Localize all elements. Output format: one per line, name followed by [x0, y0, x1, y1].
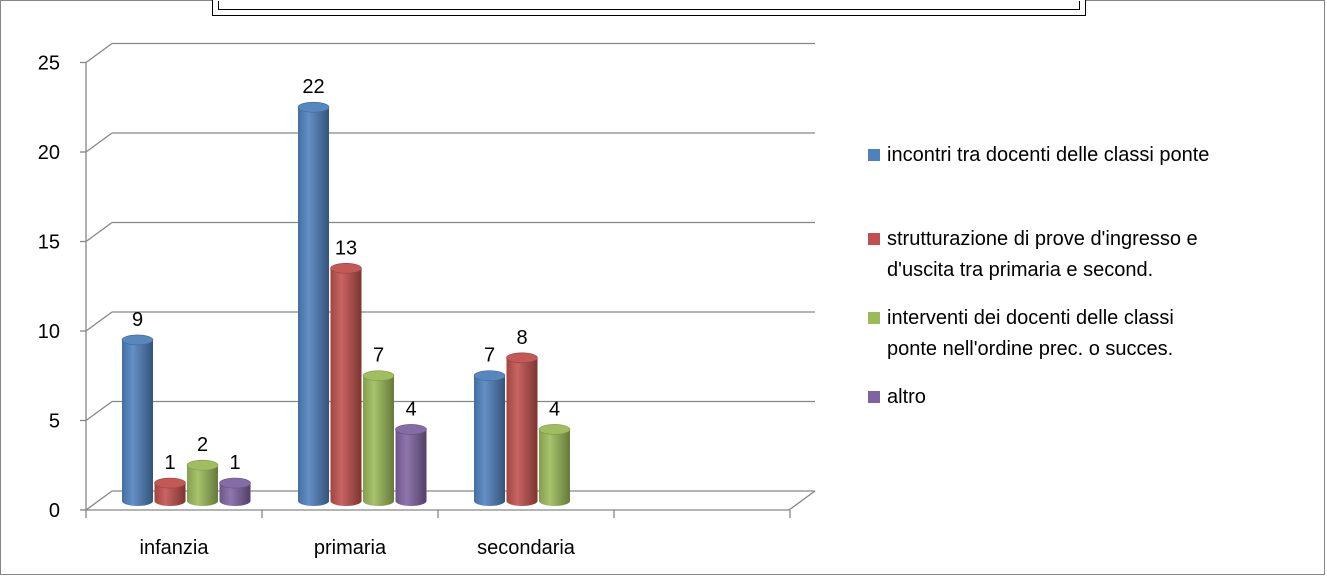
bar-body	[395, 429, 427, 507]
bar	[473, 370, 506, 506]
bar-cap	[538, 424, 571, 435]
data-label: 9	[132, 309, 143, 331]
bar-cap	[395, 424, 427, 435]
x-tick-label: primaria	[314, 537, 387, 559]
x-tick-label: secondaria	[477, 537, 576, 559]
bar	[362, 370, 395, 507]
y-tick-label: 0	[49, 500, 60, 522]
bar	[121, 334, 154, 507]
bar-body	[122, 339, 153, 507]
bar-cap	[473, 370, 506, 382]
bar-body	[474, 375, 505, 506]
y-tick-label: 20	[38, 142, 60, 164]
bar	[297, 101, 330, 507]
bar-cap	[362, 370, 395, 382]
bar-cap	[297, 101, 330, 113]
data-label: 4	[549, 398, 560, 420]
floor-right-edge	[788, 490, 816, 511]
bar	[538, 424, 571, 507]
data-label: 1	[164, 452, 175, 474]
bar-body	[298, 107, 329, 507]
x-tick-label: infanzia	[140, 537, 210, 559]
bar-cap	[330, 262, 362, 274]
data-label: 7	[484, 345, 495, 367]
gridline-depth	[85, 490, 113, 511]
legend-item-interventi: interventi dei docenti delle classi pont…	[868, 303, 1174, 365]
gridline-depth	[85, 42, 113, 64]
gridline-depth	[85, 400, 113, 422]
gridline-depth	[85, 311, 113, 332]
bar	[154, 477, 186, 507]
legend-label: strutturazione di prove d'ingresso e d'u…	[887, 228, 1198, 281]
data-label: 7	[373, 345, 384, 367]
bar-body	[539, 429, 570, 507]
title-placeholder-box	[212, 0, 1086, 16]
data-label: 2	[197, 434, 208, 456]
y-tick-label: 15	[38, 232, 60, 254]
bar	[186, 459, 219, 507]
bar-body	[330, 268, 362, 507]
legend-swatch	[868, 149, 880, 161]
legend-label: interventi dei docenti delle classi pont…	[887, 307, 1174, 360]
data-label: 1	[229, 452, 240, 474]
bar-cap	[219, 477, 251, 489]
legend-swatch	[868, 233, 880, 245]
y-tick-label: 25	[38, 53, 60, 75]
data-label: 8	[516, 327, 527, 349]
y-tick-label: 5	[49, 411, 60, 433]
bar-cap	[506, 352, 538, 364]
bar	[506, 352, 538, 507]
legend-label: altro	[887, 386, 926, 408]
legend-label: incontri tra docenti delle classi ponte	[887, 144, 1210, 166]
legend-item-altro: altro	[868, 382, 926, 413]
bar-body	[363, 375, 394, 507]
bar	[219, 477, 251, 506]
bar-cap	[154, 477, 186, 489]
legend-swatch	[868, 391, 880, 403]
bar-cap	[121, 334, 154, 346]
bar-body	[219, 483, 251, 506]
bar-layer	[121, 101, 571, 507]
bar	[330, 262, 362, 507]
data-label: 22	[302, 76, 324, 98]
bar	[395, 424, 427, 507]
grid-layer	[85, 42, 815, 511]
bar-body	[506, 357, 538, 507]
bar-body	[187, 465, 218, 507]
bar-body	[154, 483, 186, 507]
legend-item-strutturazione: strutturazione di prove d'ingresso e d'u…	[868, 224, 1198, 286]
y-tick-label: 10	[38, 321, 60, 343]
gridline-depth	[85, 221, 113, 243]
axis-layer: 0 5 10 15 20 25 infanzia primaria secondaria	[38, 53, 816, 559]
data-label: 13	[335, 237, 357, 259]
legend-swatch	[868, 312, 880, 324]
data-label: 4	[405, 398, 416, 420]
legend-item-incontri: incontri tra docenti delle classi ponte	[868, 140, 1209, 171]
bar-cap	[186, 459, 219, 471]
gridline-depth	[85, 132, 113, 153]
